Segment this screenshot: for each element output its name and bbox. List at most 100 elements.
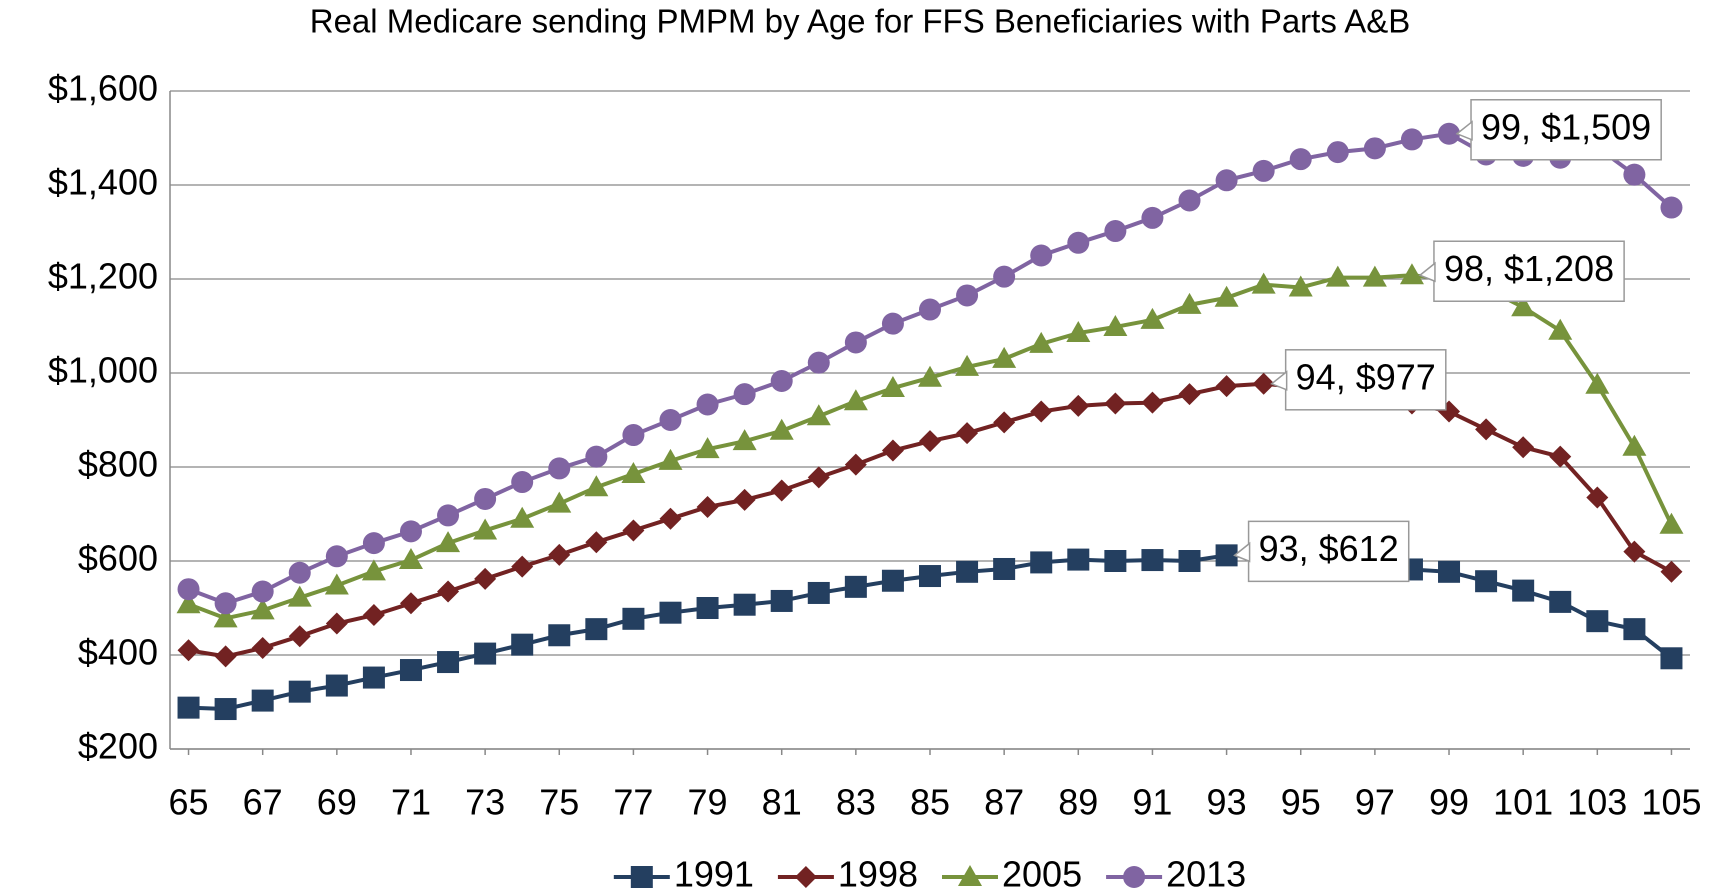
- marker: [956, 284, 979, 307]
- marker: [992, 346, 1017, 368]
- marker: [1659, 512, 1684, 534]
- marker: [1475, 570, 1498, 593]
- marker: [807, 351, 830, 374]
- marker: [1623, 540, 1646, 563]
- marker: [325, 674, 348, 697]
- x-tick-label: 79: [688, 782, 728, 823]
- marker: [955, 354, 980, 376]
- marker: [1067, 231, 1090, 254]
- marker: [807, 581, 830, 604]
- marker: [1030, 400, 1053, 423]
- marker: [1438, 122, 1461, 145]
- marker: [511, 633, 534, 656]
- marker: [1140, 307, 1165, 329]
- marker: [621, 462, 646, 484]
- marker: [881, 312, 904, 335]
- marker: [1214, 285, 1239, 307]
- marker: [1660, 647, 1683, 670]
- y-tick-label: $1,200: [48, 256, 158, 297]
- y-tick-label: $1,000: [48, 350, 158, 391]
- marker: [1623, 163, 1646, 186]
- marker: [399, 592, 422, 615]
- marker: [436, 531, 461, 553]
- legend-label: 1998: [838, 854, 918, 893]
- marker: [250, 598, 275, 620]
- marker: [1141, 391, 1164, 414]
- marker: [1549, 445, 1572, 468]
- marker: [1585, 372, 1610, 394]
- marker: [1030, 244, 1053, 267]
- marker: [1399, 263, 1424, 285]
- x-tick-label: 67: [243, 782, 283, 823]
- data-label-text: 93, $612: [1259, 528, 1399, 569]
- marker: [214, 645, 237, 668]
- x-tick-label: 71: [391, 782, 431, 823]
- marker: [1067, 548, 1090, 571]
- marker: [585, 531, 608, 554]
- marker: [399, 520, 422, 543]
- marker: [844, 331, 867, 354]
- marker: [547, 491, 572, 513]
- marker: [993, 411, 1016, 434]
- marker: [1029, 331, 1054, 353]
- marker: [1141, 206, 1164, 229]
- x-tick-label: 81: [762, 782, 802, 823]
- marker: [807, 466, 830, 489]
- marker: [993, 265, 1016, 288]
- data-label-pointer: [1418, 261, 1436, 283]
- y-tick-label: $400: [78, 632, 158, 673]
- marker: [1362, 265, 1387, 287]
- data-label-pointer: [1270, 370, 1288, 391]
- marker: [806, 404, 831, 426]
- marker: [511, 471, 534, 494]
- marker: [1549, 590, 1572, 613]
- marker: [659, 601, 682, 624]
- x-tick-label: 91: [1132, 782, 1172, 823]
- x-tick-label: 87: [984, 782, 1024, 823]
- marker: [1512, 436, 1535, 459]
- data-label-box: [1433, 240, 1625, 302]
- marker: [177, 578, 200, 601]
- marker: [1586, 610, 1609, 633]
- data-label-box: [1470, 99, 1662, 161]
- y-tick-label: $200: [78, 726, 158, 767]
- series: [176, 263, 1684, 628]
- marker: [474, 642, 497, 665]
- marker: [362, 532, 385, 555]
- marker: [1141, 549, 1164, 572]
- marker: [437, 504, 460, 527]
- marker: [399, 659, 422, 682]
- data-label-pointer: [1233, 541, 1251, 563]
- marker: [843, 389, 868, 411]
- marker: [622, 424, 645, 447]
- marker: [844, 575, 867, 598]
- marker: [1326, 141, 1349, 164]
- marker: [658, 448, 683, 470]
- marker: [1067, 394, 1090, 417]
- marker: [1066, 321, 1091, 343]
- marker: [919, 565, 941, 588]
- marker: [474, 567, 497, 590]
- data-label: 93, $612: [1233, 520, 1410, 583]
- legend-label: 1991: [674, 854, 754, 893]
- data-label-box: [1284, 349, 1447, 411]
- marker: [881, 439, 904, 462]
- y-tick-label: $600: [78, 538, 158, 579]
- marker: [794, 866, 817, 888]
- data-label-text: 99, $1,509: [1481, 106, 1651, 147]
- marker: [325, 612, 348, 635]
- data-label-pointer: [1455, 120, 1473, 141]
- marker: [288, 680, 311, 703]
- marker: [844, 453, 867, 476]
- marker: [1215, 544, 1238, 567]
- y-tick-label: $1,600: [48, 68, 158, 109]
- marker: [177, 696, 200, 719]
- chart-title: Real Medicare sending PMPM by Age for FF…: [310, 3, 1410, 40]
- data-label: 99, $1,509: [1455, 99, 1662, 161]
- marker: [251, 689, 274, 712]
- series: [177, 372, 1683, 668]
- marker: [548, 543, 571, 566]
- marker: [1251, 272, 1276, 294]
- marker: [474, 487, 497, 510]
